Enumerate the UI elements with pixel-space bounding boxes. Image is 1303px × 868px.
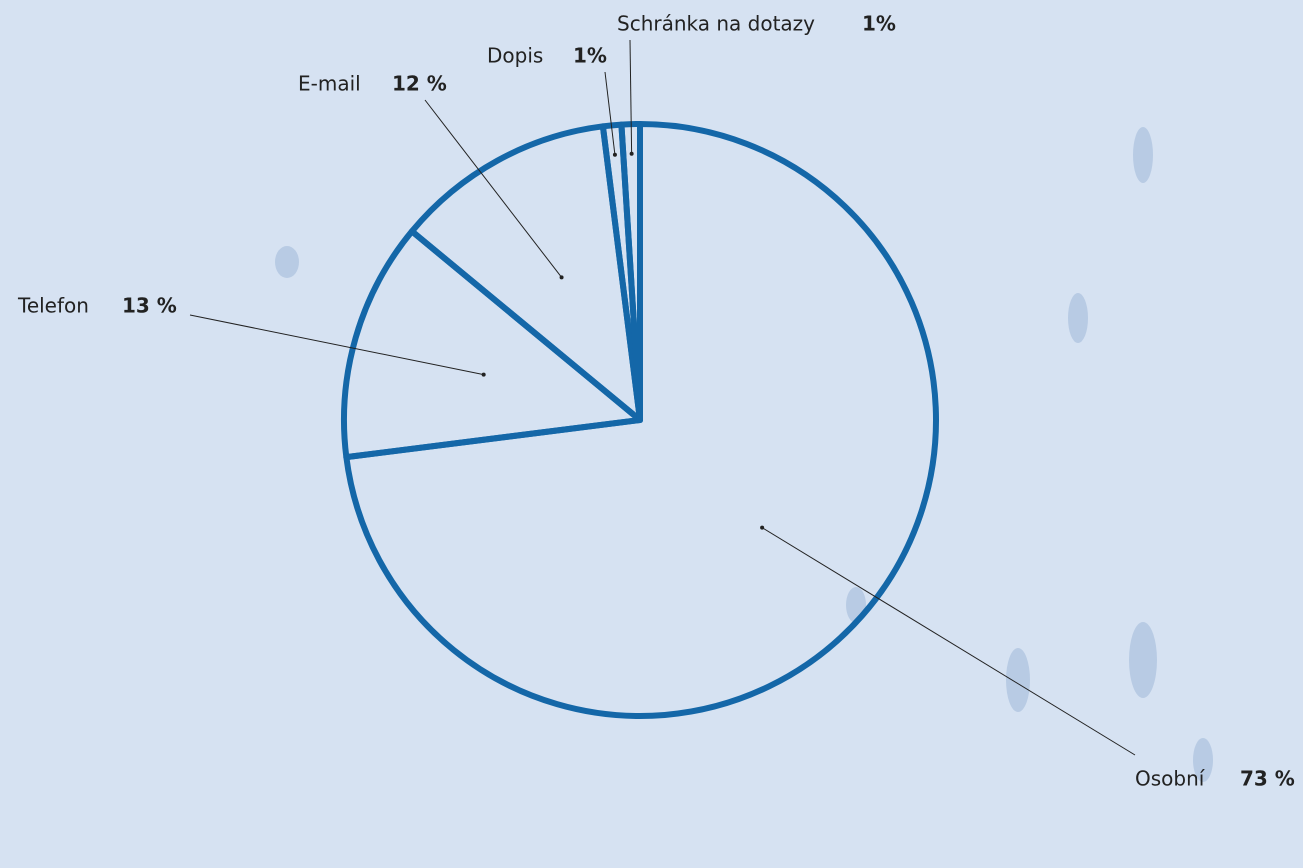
slice-label: Telefon: [17, 294, 89, 318]
leader-dot: [613, 153, 617, 157]
leader-dot: [560, 275, 564, 279]
value-label: 1%: [573, 44, 607, 68]
value-label: 1%: [862, 12, 896, 36]
slice-label: Osobní: [1135, 767, 1206, 791]
value-label: 73 %: [1240, 767, 1295, 791]
leader-dot: [482, 373, 486, 377]
chart: Osobní 73 % Telefon 13 % E-mail 12 % Dopis 1% Sc…: [0, 0, 1303, 868]
slice-label: E-mail: [298, 72, 361, 96]
slice-label: Dopis: [487, 44, 543, 68]
value-label: 13 %: [122, 294, 177, 318]
value-label: 12 %: [392, 72, 447, 96]
slice-label: Schránka na dotazy: [617, 12, 815, 36]
leader-dot: [760, 526, 764, 530]
leader-dot: [630, 152, 634, 156]
